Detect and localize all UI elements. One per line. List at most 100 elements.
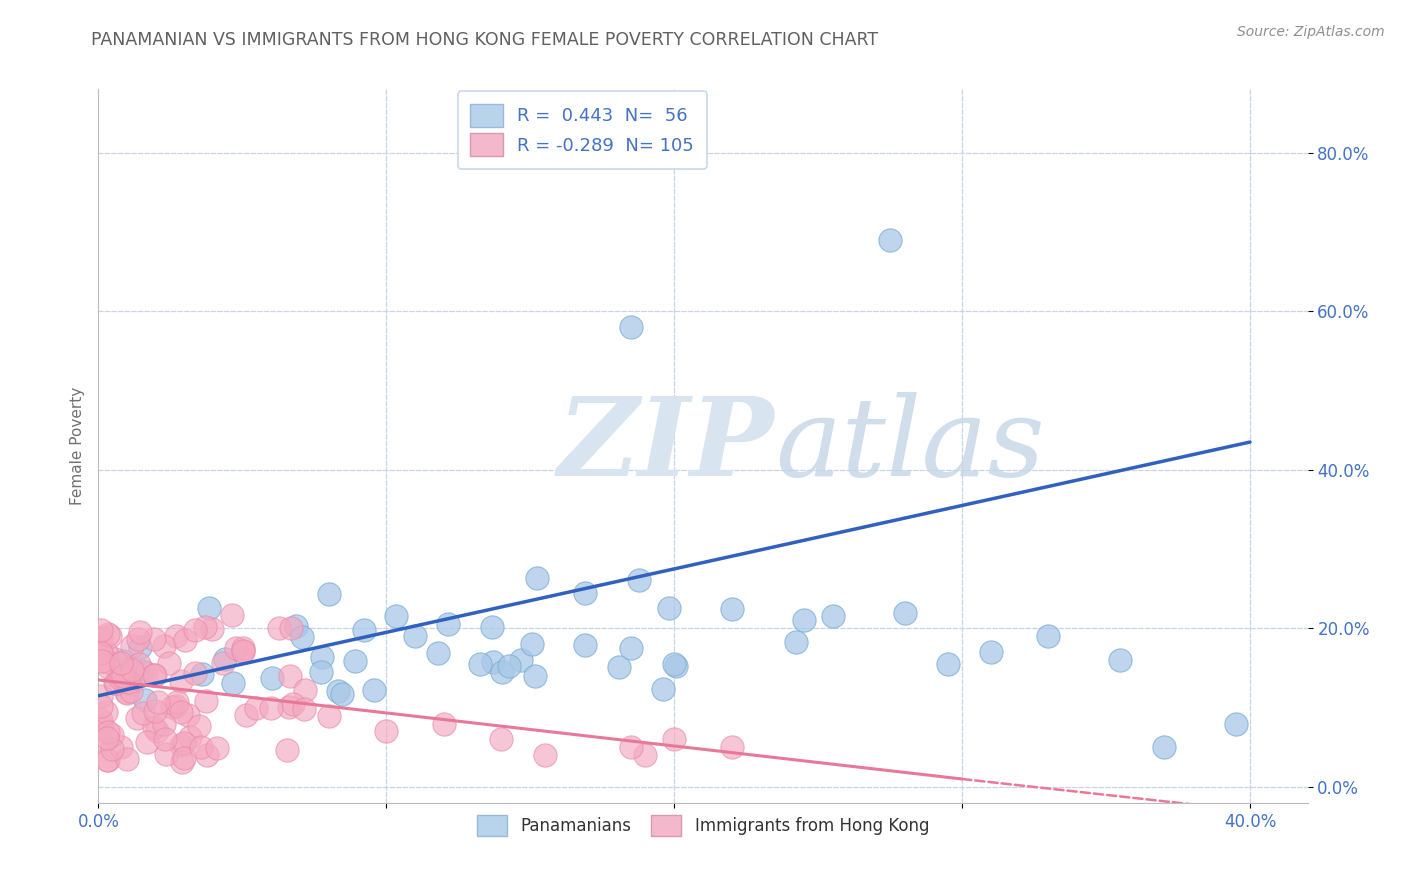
Point [94,644,117,658]
Point [90,632,112,646]
Point [318,708,340,723]
Point [1225,716,1247,731]
Point [143,704,166,718]
Point [97,753,120,767]
Point [125,711,148,725]
Point [90,731,112,746]
Point [170,705,193,719]
Point [326,684,349,698]
Point [135,665,157,680]
Point [330,687,353,701]
Point [129,640,152,655]
Point [110,657,132,671]
Point [117,752,139,766]
Point [97,655,120,669]
Point [620,320,643,334]
Point [221,607,243,622]
Point [132,706,155,721]
Point [90,654,112,668]
Point [269,621,291,635]
Point [176,707,198,722]
Point [108,671,131,685]
Point [260,700,283,714]
Point [785,635,807,649]
Point [90,646,112,660]
Point [879,233,901,247]
Point [385,608,408,623]
Point [191,666,214,681]
Point [284,619,307,633]
Point [225,640,247,655]
Point [375,724,398,739]
Point [112,654,135,668]
Point [110,739,132,754]
Point [211,656,233,670]
Point [353,623,375,637]
Point [155,747,177,761]
Point [90,714,112,728]
Point [222,675,245,690]
Point [173,751,195,765]
Point [90,623,112,637]
Point [90,698,112,713]
Point [524,669,547,683]
Point [179,730,201,744]
Point [235,708,257,723]
Point [526,571,548,585]
Point [132,665,155,679]
Point [893,606,915,620]
Point [162,699,184,714]
Legend: Panamanians, Immigrants from Hong Kong: Panamanians, Immigrants from Hong Kong [465,803,941,848]
Point [720,601,742,615]
Point [294,682,316,697]
Point [97,724,120,739]
Point [166,629,188,643]
Point [173,736,195,750]
Point [98,629,121,643]
Point [620,740,643,755]
Point [491,665,513,679]
Point [94,705,117,719]
Point [520,637,543,651]
Point [205,740,228,755]
Point [658,600,681,615]
Point [104,676,127,690]
Point [574,586,596,600]
Point [146,695,169,709]
Point [433,716,456,731]
Point [628,574,651,588]
Point [634,748,657,763]
Point [214,652,236,666]
Point [184,623,207,637]
Point [117,674,139,689]
Point [1153,740,1175,755]
Point [120,684,142,698]
Point [664,732,686,747]
Point [793,614,815,628]
Point [195,747,218,762]
Point [135,734,157,748]
Point [121,663,143,677]
Point [190,740,212,755]
Point [174,633,197,648]
Point [165,698,187,713]
Point [1038,629,1060,643]
Text: ZIP: ZIP [558,392,775,500]
Point [143,667,166,681]
Point [607,660,630,674]
Point [821,609,844,624]
Point [232,643,254,657]
Y-axis label: Female Poverty: Female Poverty [69,387,84,505]
Point [481,620,503,634]
Point [311,650,333,665]
Point [104,676,127,690]
Text: atlas: atlas [776,392,1045,500]
Point [188,719,211,733]
Point [468,657,491,671]
Text: Source: ZipAtlas.com: Source: ZipAtlas.com [1237,25,1385,39]
Point [980,645,1002,659]
Point [278,700,301,714]
Point [278,668,301,682]
Point [198,600,221,615]
Point [120,676,142,690]
